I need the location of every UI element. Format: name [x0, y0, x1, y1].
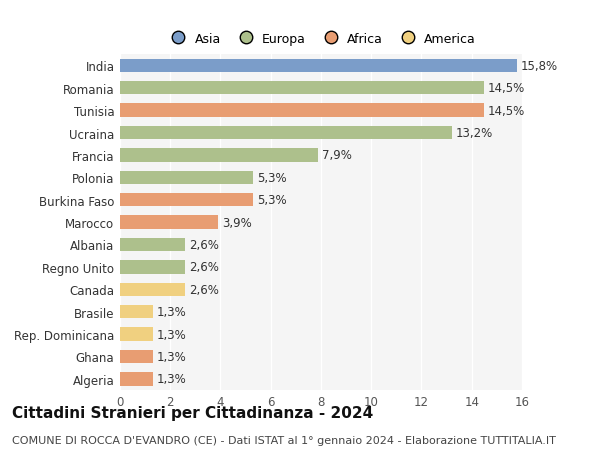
Text: 3,9%: 3,9% [222, 216, 251, 229]
Bar [120, 328, 152, 341]
Bar [120, 82, 484, 95]
Text: 15,8%: 15,8% [521, 60, 558, 73]
Text: 2,6%: 2,6% [189, 283, 219, 296]
Legend: Asia, Europa, Africa, America: Asia, Europa, Africa, America [161, 28, 481, 51]
Bar [120, 104, 484, 118]
Text: 2,6%: 2,6% [189, 261, 219, 274]
Text: 5,3%: 5,3% [257, 172, 287, 185]
Bar [120, 149, 319, 162]
Text: COMUNE DI ROCCA D'EVANDRO (CE) - Dati ISTAT al 1° gennaio 2024 - Elaborazione TU: COMUNE DI ROCCA D'EVANDRO (CE) - Dati IS… [12, 435, 556, 445]
Bar [120, 372, 152, 386]
Bar [120, 171, 253, 185]
Text: Cittadini Stranieri per Cittadinanza - 2024: Cittadini Stranieri per Cittadinanza - 2… [12, 405, 373, 420]
Text: 1,3%: 1,3% [157, 373, 186, 386]
Bar [120, 194, 253, 207]
Bar [120, 350, 152, 364]
Text: 14,5%: 14,5% [488, 105, 526, 118]
Text: 2,6%: 2,6% [189, 239, 219, 252]
Bar [120, 238, 185, 252]
Text: 14,5%: 14,5% [488, 82, 526, 95]
Bar [120, 283, 185, 297]
Text: 13,2%: 13,2% [455, 127, 493, 140]
Text: 5,3%: 5,3% [257, 194, 287, 207]
Text: 7,9%: 7,9% [322, 149, 352, 162]
Bar [120, 60, 517, 73]
Bar [120, 127, 452, 140]
Text: 1,3%: 1,3% [157, 306, 186, 319]
Text: 1,3%: 1,3% [157, 328, 186, 341]
Text: 1,3%: 1,3% [157, 350, 186, 363]
Bar [120, 261, 185, 274]
Bar [120, 305, 152, 319]
Bar [120, 216, 218, 230]
